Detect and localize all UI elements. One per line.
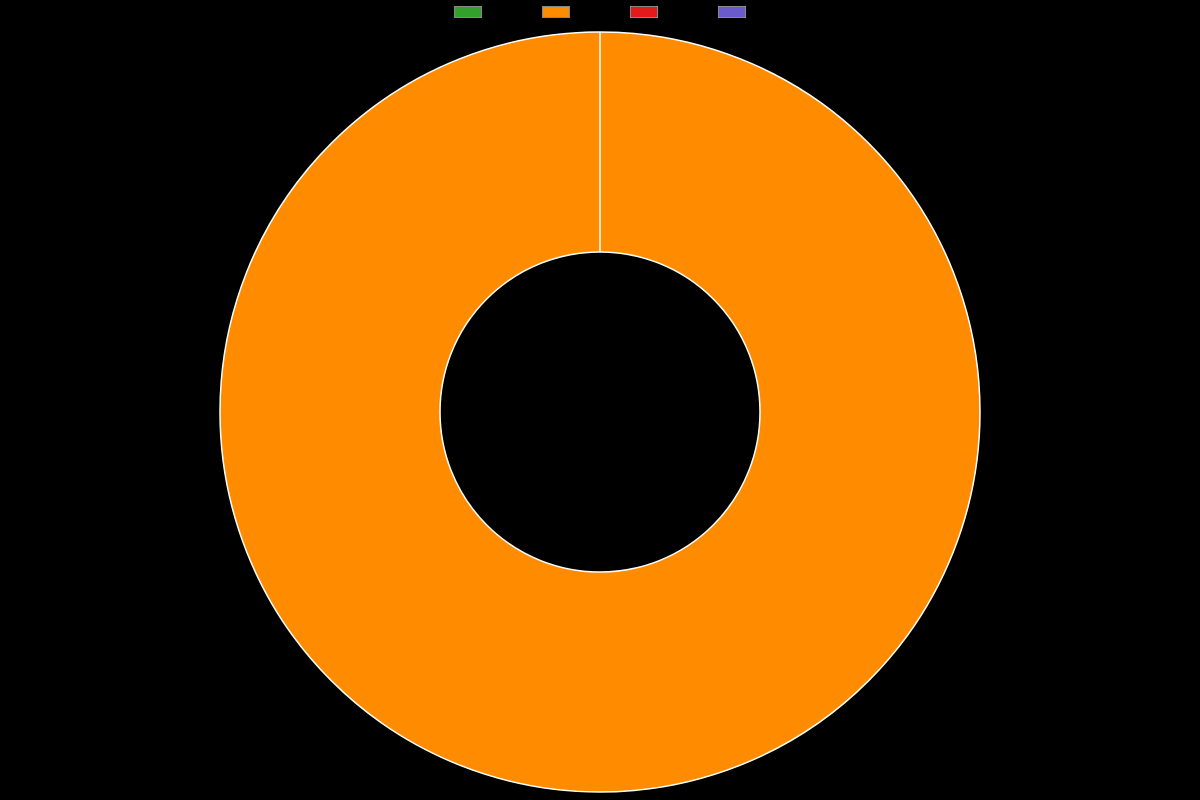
legend: [0, 6, 1200, 18]
legend-item-0: [454, 6, 482, 18]
donut-ring: [220, 32, 980, 792]
legend-item-2: [630, 6, 658, 18]
legend-item-3: [718, 6, 746, 18]
legend-swatch-0: [454, 6, 482, 18]
chart-container: [0, 0, 1200, 800]
legend-item-1: [542, 6, 570, 18]
donut-chart: [0, 24, 1200, 800]
legend-swatch-3: [718, 6, 746, 18]
legend-swatch-1: [542, 6, 570, 18]
legend-swatch-2: [630, 6, 658, 18]
